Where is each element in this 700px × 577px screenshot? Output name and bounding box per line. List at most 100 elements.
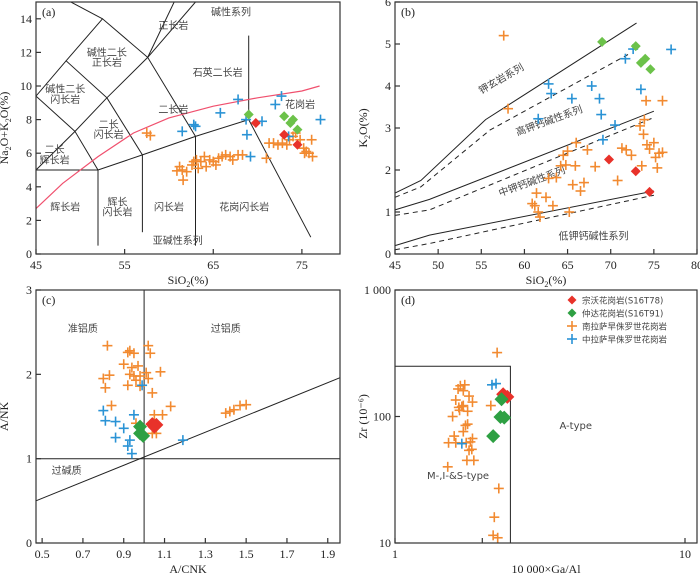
x-tick-label: 1.3 — [198, 547, 213, 561]
label-part: (%) — [548, 273, 566, 287]
point-south-lhasa — [590, 161, 601, 172]
point-central-lhasa — [666, 44, 677, 55]
region-label: 花岗岩 — [285, 98, 315, 111]
point-south-lhasa — [635, 120, 646, 131]
point-zhongda — [136, 428, 151, 443]
point-south-lhasa — [461, 437, 472, 448]
point-south-lhasa — [199, 151, 210, 162]
point-central-lhasa — [597, 134, 608, 145]
series-boundary-dashed — [394, 54, 629, 198]
x-tick-label: 80 — [691, 258, 700, 272]
point-south-lhasa — [272, 139, 283, 150]
point-south-lhasa — [612, 175, 623, 186]
x-axis-label: SiO2(%) — [526, 273, 567, 289]
point-south-lhasa — [467, 433, 478, 444]
point-south-lhasa — [201, 161, 212, 172]
point-south-lhasa — [570, 160, 581, 171]
point-south-lhasa — [616, 143, 627, 154]
point-south-lhasa — [492, 532, 503, 543]
point-south-lhasa — [644, 144, 655, 154]
point-south-lhasa — [133, 360, 144, 371]
region-label: 二长岩 — [158, 103, 188, 116]
x-tick-label: 10 — [679, 547, 691, 561]
label-part: K — [356, 139, 370, 148]
point-central-lhasa — [118, 423, 129, 434]
label-part: O+K — [0, 122, 11, 146]
x-tick-label: 45 — [30, 258, 42, 272]
point-south-lhasa — [143, 340, 154, 351]
point-central-lhasa — [594, 93, 605, 104]
y-tick-label: 14 — [20, 12, 32, 26]
point-central-lhasa — [122, 441, 133, 452]
point-south-lhasa — [277, 138, 288, 149]
label-part: (%) — [190, 273, 208, 287]
point-south-lhasa — [567, 179, 578, 190]
point-south-lhasa — [458, 426, 469, 437]
point-south-lhasa — [543, 173, 554, 184]
point-south-lhasa — [228, 404, 239, 415]
point-south-lhasa — [626, 150, 637, 161]
point-south-lhasa — [555, 160, 566, 171]
point-central-lhasa — [245, 151, 256, 162]
point-south-lhasa — [241, 399, 252, 410]
point-south-lhasa — [157, 409, 168, 420]
y-tick-label: 0 — [26, 247, 32, 261]
y-axis-label: A/NK — [0, 402, 11, 432]
region-label: 过铝质 — [211, 322, 241, 335]
point-south-lhasa — [281, 139, 292, 150]
region-label: 石英二长岩 — [193, 66, 243, 79]
x-tick-label: 1.7 — [279, 547, 294, 561]
region-label: 闪长岩 — [50, 93, 80, 106]
point-central-lhasa — [586, 81, 597, 91]
series-boundary-solid — [394, 190, 654, 247]
region-label: 正长岩 — [92, 56, 122, 69]
subscript: 2 — [544, 280, 548, 289]
x-axis-label: SiO2(%) — [168, 273, 209, 289]
region-label: 辉长岩 — [40, 153, 70, 166]
point-south-lhasa — [562, 146, 573, 157]
point-south-lhasa — [503, 103, 514, 114]
legend-label: 宗沃花岗岩(S16T78) — [582, 296, 663, 307]
y-tick-label: 2 — [26, 213, 32, 227]
point-south-lhasa — [141, 367, 152, 378]
region-label: M-,I-&S-type — [427, 471, 489, 482]
point-south-lhasa — [488, 530, 499, 541]
point-south-lhasa — [128, 348, 139, 359]
legend-label: 中拉萨早侏罗世花岗岩 — [582, 335, 668, 346]
y-tick-label: 3 — [385, 121, 391, 135]
x-tick-label: 65 — [207, 258, 219, 272]
point-central-lhasa — [276, 91, 287, 102]
y-tick-label: 8 — [26, 113, 32, 127]
point-south-lhasa — [145, 130, 156, 141]
point-south-lhasa — [210, 159, 221, 170]
y-tick-label: 4 — [385, 79, 391, 93]
x-tick-label: 1 — [392, 547, 398, 561]
point-south-lhasa — [191, 154, 202, 165]
point-south-lhasa — [135, 371, 146, 382]
series-boundary-solid — [394, 110, 655, 211]
point-zhongda — [243, 109, 254, 120]
x-tick-label: 75 — [648, 258, 660, 272]
legend-marker-south_lhasa — [567, 321, 577, 331]
point-central-lhasa — [188, 119, 199, 130]
point-south-lhasa — [268, 138, 279, 149]
point-south-lhasa — [100, 382, 111, 393]
panel-label: (c) — [42, 293, 55, 307]
point-south-lhasa — [118, 359, 129, 370]
region-label: 低钾钙碱性系列 — [558, 229, 628, 242]
y-tick-label: 100 — [373, 410, 391, 424]
point-south-lhasa — [104, 370, 115, 381]
point-central-lhasa — [596, 109, 607, 120]
point-south-lhasa — [541, 192, 551, 203]
point-central-lhasa — [546, 88, 557, 99]
plot-frame — [35, 289, 341, 544]
y-tick-label: 2 — [26, 367, 32, 381]
region-label: 二长 — [99, 119, 119, 131]
point-south-lhasa — [558, 150, 569, 161]
x-tick-label: 0.5 — [35, 547, 50, 561]
point-south-lhasa — [106, 400, 117, 411]
point-zhongda — [486, 429, 501, 444]
point-south-lhasa — [575, 186, 586, 196]
point-central-lhasa — [610, 120, 621, 131]
